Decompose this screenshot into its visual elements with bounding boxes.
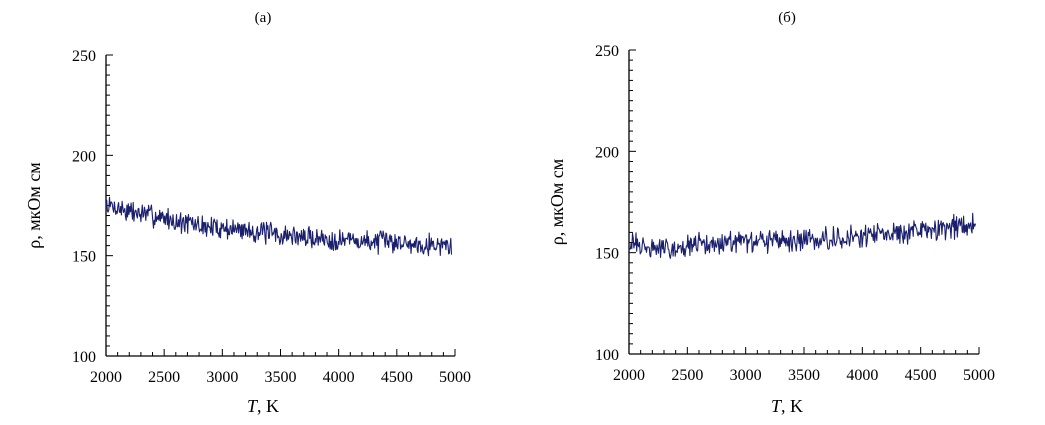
y-tick-label: 100 (72, 349, 96, 366)
x-tick-label: 3500 (788, 367, 820, 384)
y-tick-label: 150 (595, 246, 619, 263)
x-tick-label: 4000 (846, 367, 878, 384)
y-tick-label: 100 (595, 347, 619, 364)
y-tick-label: 200 (72, 148, 96, 165)
y-tick-label: 150 (72, 249, 96, 266)
x-tick-label: 5000 (439, 369, 471, 386)
x-tick-label: 4500 (905, 367, 937, 384)
x-tick-label: 2000 (613, 367, 645, 384)
chart-panel-a: (а) 100 150 200 250 2000 2500 3000 3500 4000 4500 5… (24, 10, 471, 416)
chart-panel-b: (б) 100 150 200 250 2000 2500 3000 3500 4000 4500 5… (547, 10, 995, 416)
y-axis-label: ρ, мкОм см (24, 162, 44, 248)
x-tick-label: 2500 (148, 369, 180, 386)
panel-label: (а) (255, 10, 272, 26)
x-tick-label: 4000 (323, 369, 355, 386)
x-tick-label: 3000 (206, 369, 238, 386)
x-tick-label: 5000 (963, 367, 995, 384)
y-tick-label: 200 (595, 144, 619, 161)
y-tick-label: 250 (72, 48, 96, 65)
x-axis-label-unit: , K (257, 396, 279, 416)
panel-label: (б) (778, 10, 796, 26)
x-tick-label: 3000 (730, 367, 762, 384)
x-axis-label-symbol: T (771, 396, 783, 416)
y-tick-label: 250 (595, 43, 619, 60)
y-axis-label: ρ, мкОм см (547, 159, 567, 245)
x-axis-label: T, K (771, 396, 803, 416)
x-tick-label: 2000 (90, 369, 122, 386)
x-axis-label: T, K (247, 396, 279, 416)
x-axis-label-unit: , K (781, 396, 803, 416)
data-series-line (628, 212, 977, 259)
x-tick-label: 2500 (671, 367, 703, 384)
data-series-line (105, 196, 453, 257)
x-tick-label: 4500 (381, 369, 413, 386)
x-tick-label: 3500 (265, 369, 297, 386)
x-axis-label-symbol: T (247, 396, 259, 416)
